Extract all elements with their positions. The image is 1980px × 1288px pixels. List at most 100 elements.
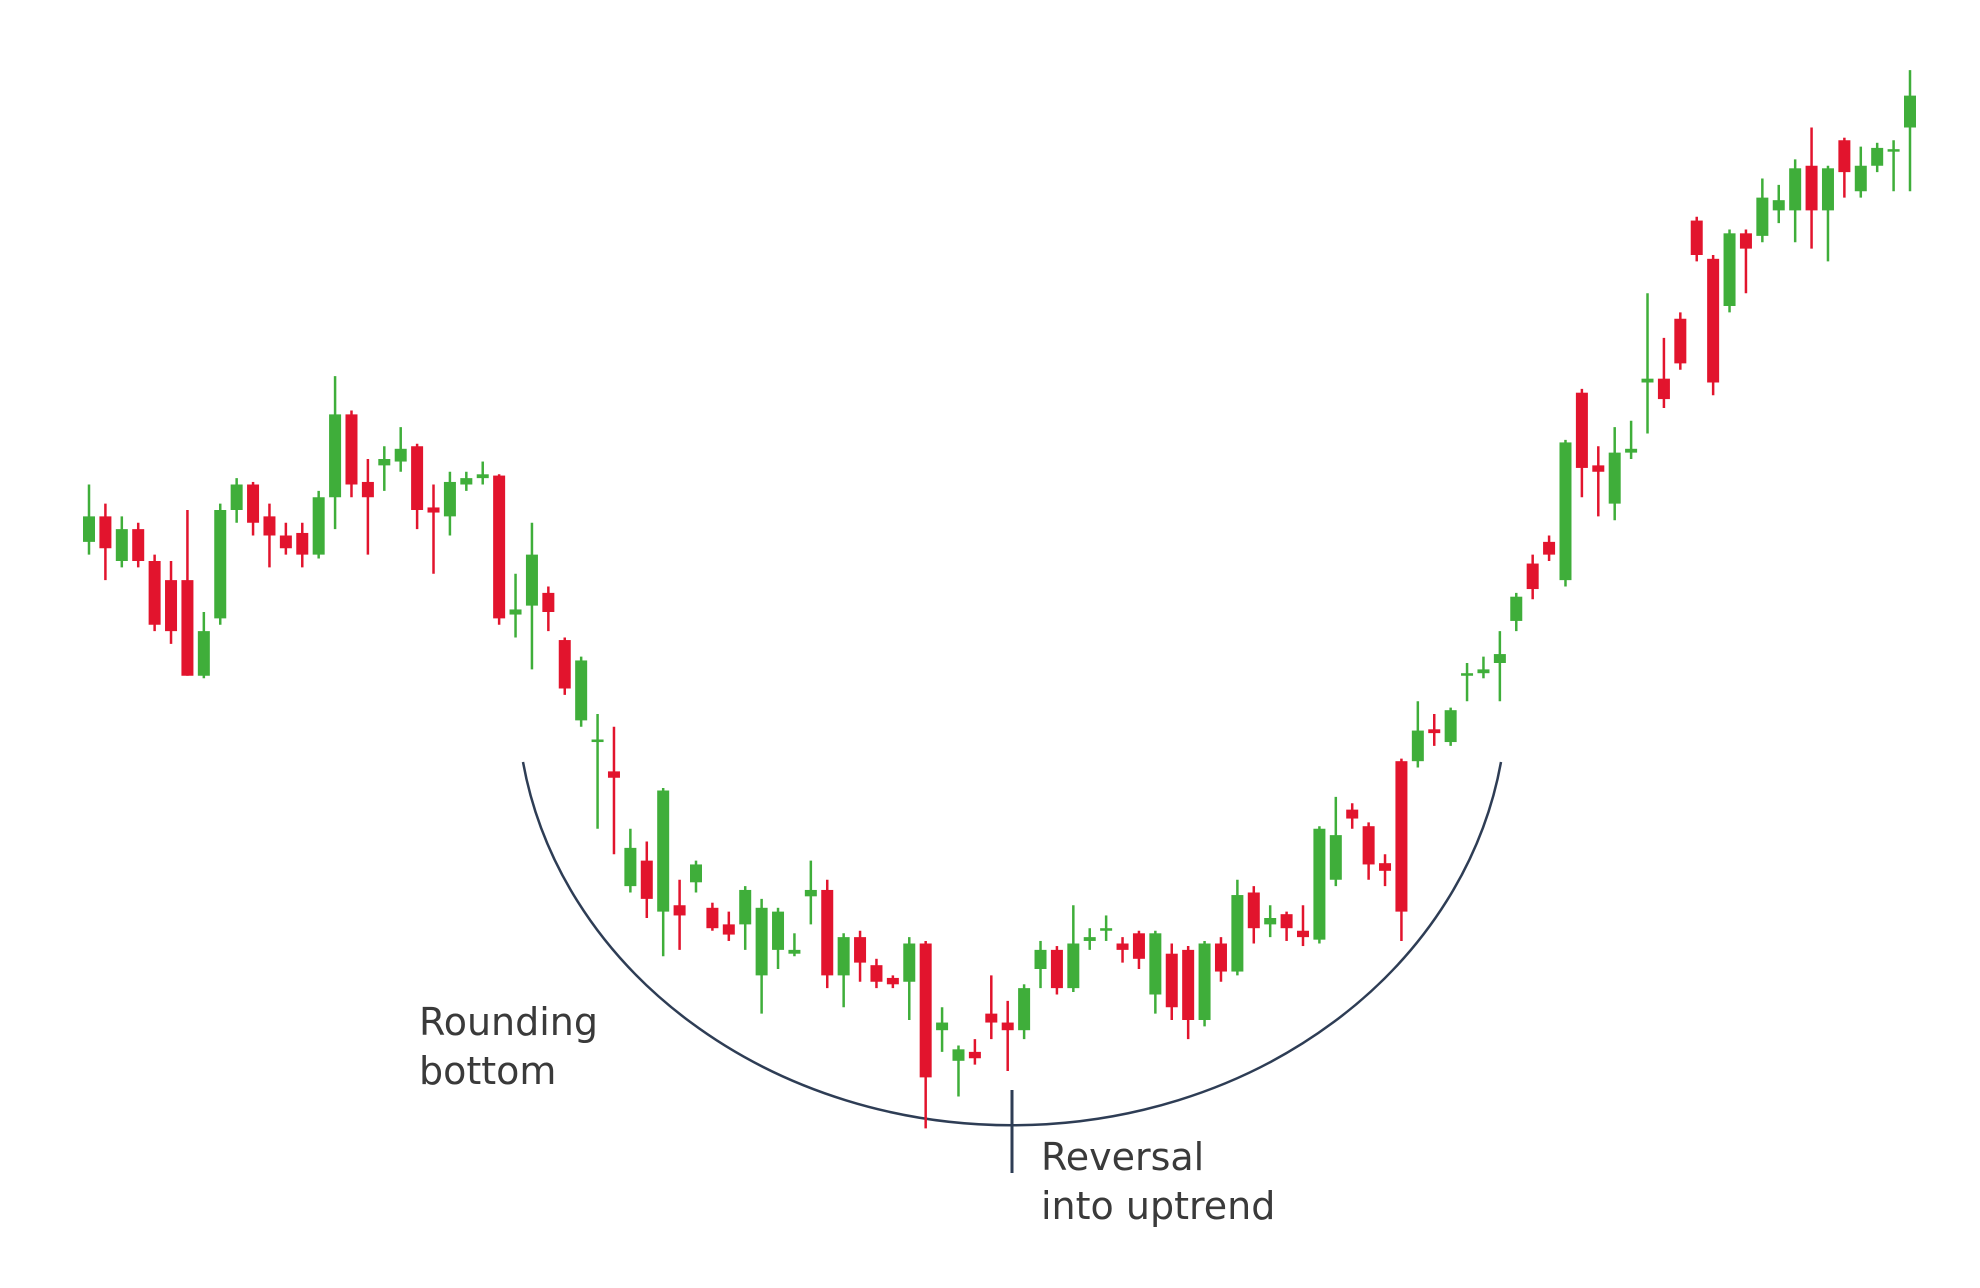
candle-body	[1247, 892, 1260, 929]
candle-body	[197, 631, 210, 676]
candle-body	[115, 529, 128, 561]
candle-body	[1461, 673, 1474, 676]
candle-body	[1034, 949, 1047, 969]
candle-body	[230, 484, 243, 510]
candle-body	[460, 478, 473, 485]
candle-body	[1182, 949, 1195, 1020]
candle-body	[607, 771, 620, 778]
candle-body	[657, 790, 670, 912]
candle-body	[394, 448, 407, 462]
candle-body	[1707, 258, 1720, 383]
candle-body	[361, 481, 374, 498]
candle-body	[83, 516, 95, 542]
candle-body	[279, 535, 292, 549]
candle-body	[476, 474, 489, 479]
candle-body	[132, 529, 145, 561]
candle-body	[1346, 809, 1359, 819]
candle-body	[1559, 442, 1572, 581]
candle-body	[525, 554, 538, 606]
candle-body	[329, 414, 342, 498]
annotation-text: Rounding	[419, 1000, 598, 1044]
candle-body	[1510, 596, 1523, 621]
candle-body	[1297, 930, 1309, 938]
candle-body	[312, 497, 325, 555]
candle-body	[411, 446, 424, 510]
candle-body	[1116, 943, 1129, 950]
candle-body	[165, 580, 178, 632]
candle-body	[952, 1049, 965, 1061]
candle-body	[1493, 654, 1506, 663]
candle-body	[788, 949, 801, 954]
candle-body	[1805, 165, 1818, 211]
candle-body	[345, 414, 358, 485]
candle-body	[739, 889, 752, 925]
candle-body	[1543, 541, 1556, 555]
candle-body	[1214, 943, 1227, 972]
candle-body	[1280, 914, 1293, 929]
candle-body	[247, 484, 260, 523]
candle-body	[837, 937, 850, 976]
candle-body	[1789, 168, 1802, 211]
candle-body	[1772, 200, 1785, 211]
candle-body	[1165, 953, 1178, 1008]
candle-body	[1641, 378, 1654, 383]
candle-body	[1592, 465, 1605, 472]
candle-body	[690, 864, 702, 883]
candle-body	[591, 739, 604, 743]
candle-body	[1231, 895, 1244, 972]
candle-body	[1313, 828, 1326, 940]
candle-body	[1526, 563, 1539, 590]
candle-body	[1132, 933, 1145, 959]
candle-body	[772, 911, 785, 950]
candle-body	[640, 860, 653, 899]
annotation-text: bottom	[419, 1049, 556, 1093]
candle-body	[1608, 452, 1621, 504]
candle-body	[870, 965, 883, 982]
candle-body	[1690, 220, 1703, 255]
candle-body	[1821, 168, 1834, 211]
candle-body	[1739, 233, 1752, 249]
candle-body	[1362, 826, 1375, 865]
candle-body	[968, 1051, 981, 1059]
candle-body	[148, 561, 161, 625]
candle-body	[722, 924, 735, 935]
candle-body	[624, 847, 637, 887]
candle-body	[919, 943, 932, 1078]
candle-body	[1756, 197, 1769, 236]
candle-body	[1838, 140, 1851, 173]
candle-body	[1428, 729, 1441, 734]
candle-body	[1083, 937, 1096, 941]
candle-body	[821, 889, 834, 976]
candle-body	[1100, 928, 1113, 931]
candle-body	[181, 580, 194, 676]
candle-body	[1395, 761, 1408, 912]
candle-body	[985, 1013, 998, 1023]
candle-body	[1674, 318, 1687, 364]
candle-body	[1379, 863, 1392, 871]
candle-body	[1050, 949, 1063, 989]
candle-body	[1149, 933, 1162, 995]
candle-body	[1887, 149, 1900, 152]
candle-body	[1001, 1022, 1014, 1031]
candle-body	[443, 481, 456, 517]
candle-body	[296, 532, 309, 555]
annotation-text: Reversal	[1041, 1135, 1204, 1179]
candle-body	[1264, 918, 1277, 925]
candle-body	[99, 516, 112, 549]
candle-body	[936, 1022, 949, 1031]
candle-body	[804, 889, 817, 897]
candle-body	[1871, 147, 1884, 166]
candle-body	[903, 943, 916, 982]
candle-body	[542, 592, 555, 612]
candle-body	[886, 977, 899, 985]
candle-body	[1723, 233, 1736, 306]
candle-body	[706, 907, 719, 929]
candle-body	[558, 640, 571, 689]
candle-body	[1854, 165, 1867, 192]
candle-body	[214, 510, 227, 619]
candle-body	[1198, 943, 1211, 1020]
candle-body	[1411, 730, 1424, 762]
annotation-text: into uptrend	[1041, 1184, 1275, 1228]
candle-body	[1329, 835, 1342, 880]
